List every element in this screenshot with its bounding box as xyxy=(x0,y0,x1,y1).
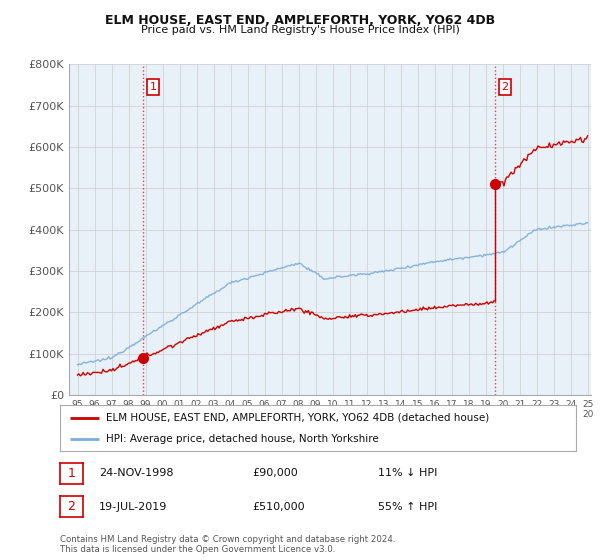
Text: 2: 2 xyxy=(67,500,76,514)
Text: 24-NOV-1998: 24-NOV-1998 xyxy=(99,468,173,478)
Text: 19-JUL-2019: 19-JUL-2019 xyxy=(99,502,167,512)
Text: 1: 1 xyxy=(67,466,76,480)
Text: 55% ↑ HPI: 55% ↑ HPI xyxy=(378,502,437,512)
Text: £510,000: £510,000 xyxy=(252,502,305,512)
Text: ELM HOUSE, EAST END, AMPLEFORTH, YORK, YO62 4DB (detached house): ELM HOUSE, EAST END, AMPLEFORTH, YORK, Y… xyxy=(106,413,490,423)
Text: ELM HOUSE, EAST END, AMPLEFORTH, YORK, YO62 4DB: ELM HOUSE, EAST END, AMPLEFORTH, YORK, Y… xyxy=(105,14,495,27)
Text: 11% ↓ HPI: 11% ↓ HPI xyxy=(378,468,437,478)
Text: 1: 1 xyxy=(149,82,157,92)
Text: 2: 2 xyxy=(502,82,509,92)
Text: £90,000: £90,000 xyxy=(252,468,298,478)
Text: Price paid vs. HM Land Registry's House Price Index (HPI): Price paid vs. HM Land Registry's House … xyxy=(140,25,460,35)
Text: Contains HM Land Registry data © Crown copyright and database right 2024.
This d: Contains HM Land Registry data © Crown c… xyxy=(60,535,395,554)
Text: HPI: Average price, detached house, North Yorkshire: HPI: Average price, detached house, Nort… xyxy=(106,435,379,444)
